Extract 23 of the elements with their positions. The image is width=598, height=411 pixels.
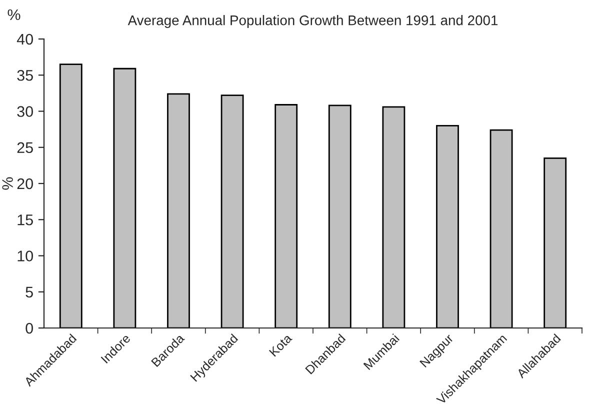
text: %	[8, 9, 20, 20]
bar	[274, 104, 298, 328]
y-tick-label: 40	[16, 34, 33, 45]
bar	[544, 158, 567, 328]
bar	[490, 129, 513, 328]
bar	[436, 125, 459, 328]
y-tick-label: 25	[17, 142, 33, 154]
y-tick-label: 0	[26, 322, 33, 334]
bar	[59, 64, 82, 328]
bar	[382, 106, 406, 328]
y-tick-label: 15	[18, 214, 33, 226]
y-tick-label: 35	[17, 70, 33, 81]
x-tick-label: Kota	[268, 333, 293, 357]
chart-title: Average Annual Population Growth Between 1991 and 2001	[128, 15, 498, 28]
y-tick-label: 20	[17, 178, 33, 190]
y-tick-label: 30	[17, 106, 33, 117]
bar	[113, 68, 136, 328]
bar	[328, 104, 352, 328]
bar	[220, 94, 244, 328]
bar	[167, 93, 190, 328]
y-tick-label: 5	[26, 286, 33, 298]
y-tick-label: 10	[18, 250, 33, 262]
y-axis-title: %	[2, 177, 13, 190]
